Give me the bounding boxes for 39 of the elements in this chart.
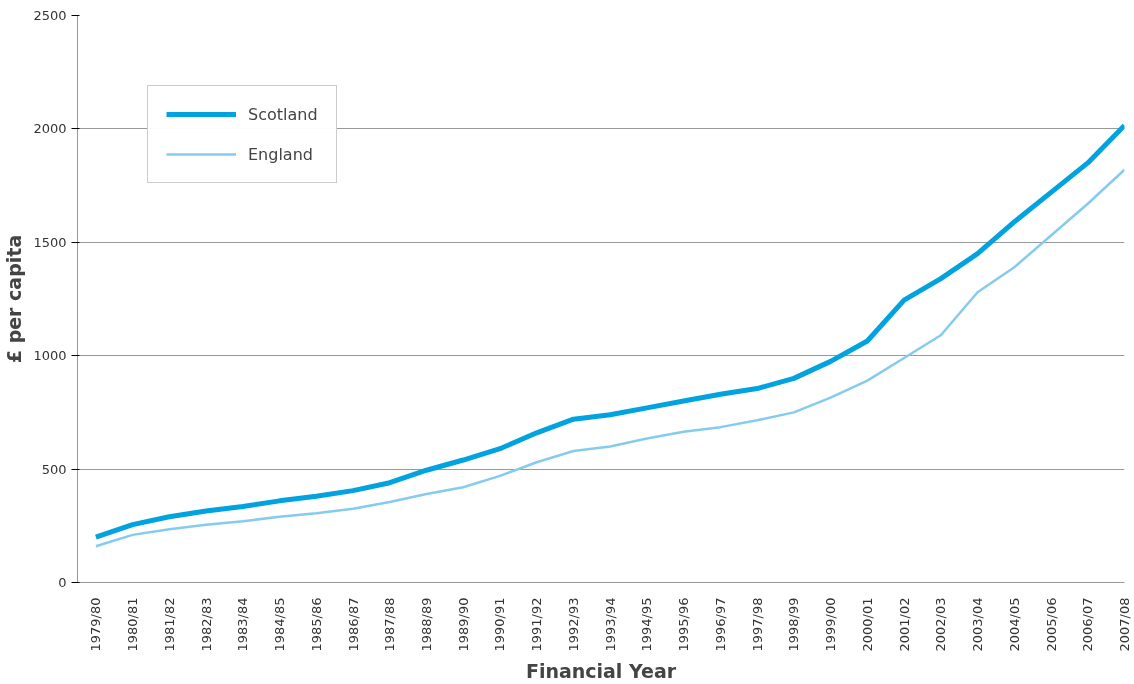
x-tick-label: 2004/05 [1006,597,1022,652]
x-tick-label: 1994/95 [639,597,655,652]
y-tick-label: 1000 [33,348,67,364]
x-tick-label: 2005/06 [1043,597,1059,652]
x-tick-label: 1985/86 [308,597,324,652]
x-tick-label: 2002/03 [933,597,949,652]
y-axis-title: £ per capita [3,234,26,364]
x-tick-label: 2007/08 [1117,597,1132,652]
x-tick-label: 1999/00 [823,597,839,652]
legend-label: England [248,144,313,164]
y-tick-label: 500 [41,461,67,477]
x-tick-label: 1996/97 [712,597,728,652]
y-tick-label: 0 [58,575,67,590]
x-tick-label: 1987/88 [382,597,398,652]
x-tick-label: 1981/82 [161,597,177,652]
x-tick-label: 1997/98 [749,597,765,652]
x-tick-label: 1991/92 [529,597,545,652]
x-tick-label: 1992/93 [565,597,581,652]
x-tick-label: 2003/04 [970,597,986,652]
x-tick-label: 2001/02 [896,597,912,652]
x-axis-title: Financial Year [525,659,677,682]
x-tick-label: 1982/83 [198,597,214,652]
x-tick-label: 1980/81 [125,597,141,652]
x-tick-label: 1995/96 [676,597,692,652]
x-tick-label: 2000/01 [859,597,875,652]
y-tick-label: 2000 [33,121,67,137]
x-tick-label: 1986/87 [345,597,361,652]
legend-label: Scotland [248,104,318,124]
y-tick-label: 1500 [33,234,67,250]
x-tick-label: 1983/84 [235,597,251,652]
x-tick-label: 1979/80 [88,597,104,652]
x-tick-label: 2006/07 [1080,597,1096,652]
x-tick-label: 1998/99 [786,597,802,652]
x-tick-label: 1989/90 [455,597,471,652]
x-tick-label: 1984/85 [272,597,288,652]
x-tick-label: 1990/91 [492,597,508,652]
x-tick-label: 1988/89 [419,597,434,652]
x-tick-label: 1993/94 [602,597,618,652]
y-tick-label: 2500 [33,8,67,23]
